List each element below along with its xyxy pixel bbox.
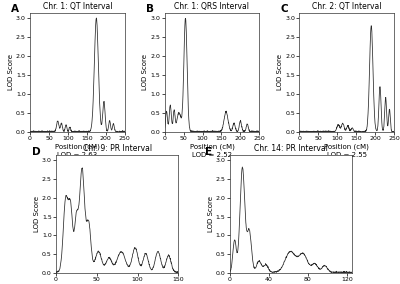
Title: Chr. 1: QRS Interval: Chr. 1: QRS Interval (174, 2, 250, 11)
X-axis label: Position (cM)
LOD = 2.63: Position (cM) LOD = 2.63 (55, 143, 100, 158)
Y-axis label: LOD Score: LOD Score (277, 55, 283, 90)
Title: Chr. 9: PR Interval: Chr. 9: PR Interval (82, 144, 152, 153)
Title: Chr. 14: PR Interval: Chr. 14: PR Interval (254, 144, 328, 153)
Y-axis label: LOD Score: LOD Score (142, 55, 148, 90)
Title: Chr. 1: QT Interval: Chr. 1: QT Interval (43, 2, 112, 11)
Title: Chr. 2: QT Interval: Chr. 2: QT Interval (312, 2, 381, 11)
Text: E: E (205, 147, 212, 156)
Y-axis label: LOD Score: LOD Score (208, 196, 214, 232)
Y-axis label: LOD Score: LOD Score (34, 196, 40, 232)
Text: D: D (32, 147, 40, 156)
Text: C: C (280, 5, 288, 14)
X-axis label: Position (cM)
LOD = 2.55: Position (cM) LOD = 2.55 (324, 143, 369, 158)
X-axis label: Position (cM)
LOD = 2.52: Position (cM) LOD = 2.52 (190, 143, 234, 158)
Y-axis label: LOD Score: LOD Score (8, 55, 14, 90)
Text: B: B (146, 5, 154, 14)
Text: A: A (11, 5, 19, 14)
